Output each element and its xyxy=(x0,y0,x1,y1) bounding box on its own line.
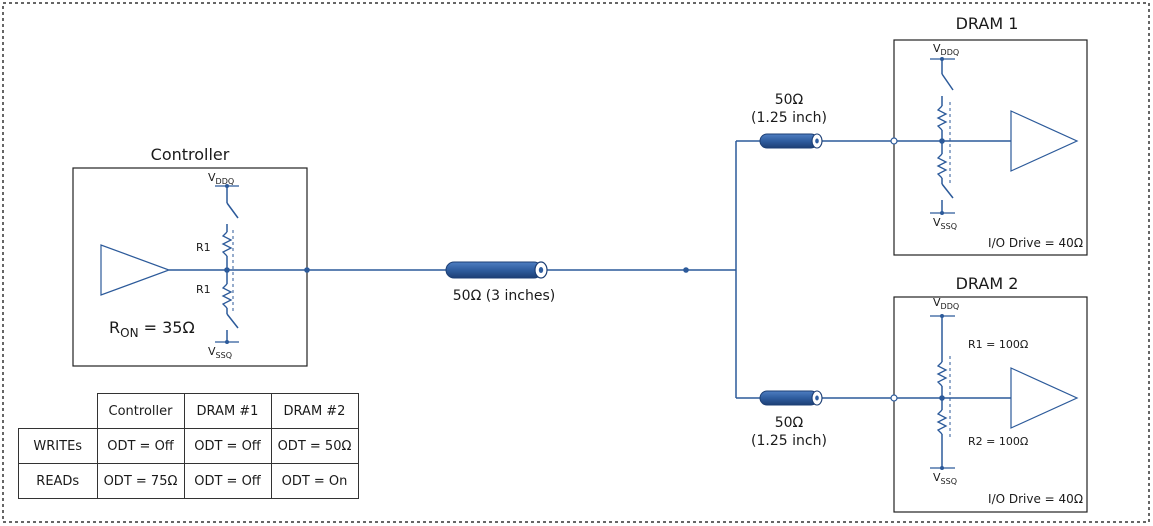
top-line-length: (1.25 inch) xyxy=(751,110,827,126)
row-label: READs xyxy=(18,463,98,499)
odt-settings-table: Controller DRAM #1 DRAM #2 WRITEs ODT = … xyxy=(18,393,359,499)
table-row: READs ODT = 75Ω ODT = Off ODT = On xyxy=(18,463,359,499)
dram2-vddq-label: VDDQ xyxy=(933,296,959,311)
controller-r1-top-label: R1 xyxy=(196,241,211,254)
column-header: DRAM #1 xyxy=(183,393,272,429)
controller-r1-bottom-label: R1 xyxy=(196,283,211,296)
controller-r1-bottom-resistor xyxy=(221,283,233,309)
dram1-block: DRAM 1 VDDQ VSSQ I/O Drive = 40Ω xyxy=(890,14,1088,256)
branch-node xyxy=(683,267,689,273)
dram2-receiver-icon xyxy=(1010,367,1079,429)
dram1-title: DRAM 1 xyxy=(956,14,1019,33)
controller-vddq-label: VDDQ xyxy=(208,171,234,186)
dram1-vddq-label: VDDQ xyxy=(933,42,959,57)
column-header: DRAM #2 xyxy=(270,393,359,429)
dram1-box xyxy=(893,39,1088,256)
bottom-transmission-line xyxy=(759,390,823,406)
main-transmission-line xyxy=(445,261,548,279)
table-cell: ODT = Off xyxy=(96,428,185,464)
controller-r1-top-resistor xyxy=(221,231,233,257)
dram2-vssq-label: VSSQ xyxy=(933,471,957,486)
dram2-box xyxy=(893,296,1088,513)
dram2-block: DRAM 2 VDDQ R1 = 100Ω R2 = 100Ω VSSQ I/O… xyxy=(890,274,1088,513)
dram1-io-drive: I/O Drive = 40Ω xyxy=(988,236,1083,250)
bottom-line-length: (1.25 inch) xyxy=(751,433,827,449)
table-cell: ODT = Off xyxy=(183,428,272,464)
top-transmission-line xyxy=(759,133,823,149)
dram1-receiver-icon xyxy=(1010,110,1079,172)
controller-block: Controller VDDQ VSSQ R1 R1 RON = 35Ω xyxy=(72,145,540,367)
table-cell: ODT = On xyxy=(270,463,359,499)
dram2-r2-label: R2 = 100Ω xyxy=(968,435,1028,448)
table-cell: ODT = 50Ω xyxy=(270,428,359,464)
controller-vssq-label: VSSQ xyxy=(208,345,232,360)
bottom-line-impedance: 50Ω xyxy=(775,415,804,431)
dram2-r1-label: R1 = 100Ω xyxy=(968,338,1028,351)
table-header-row: Controller DRAM #1 DRAM #2 xyxy=(19,393,359,429)
controller-pin-node xyxy=(304,267,310,273)
dram1-pin xyxy=(890,137,898,145)
controller-driver-icon xyxy=(100,244,171,296)
controller-box xyxy=(72,167,308,367)
row-label: WRITEs xyxy=(18,428,98,464)
dram2-io-drive: I/O Drive = 40Ω xyxy=(988,492,1083,506)
controller-switch-top-icon xyxy=(226,202,239,219)
dram2-title: DRAM 2 xyxy=(956,274,1019,293)
main-line-label: 50Ω (3 inches) xyxy=(453,288,555,304)
controller-title: Controller xyxy=(151,145,230,164)
controller-ron-label: RON = 35Ω xyxy=(109,318,195,340)
table-row: WRITEs ODT = Off ODT = Off ODT = 50Ω xyxy=(18,428,359,464)
table-cell: ODT = 75Ω xyxy=(96,463,185,499)
dram1-vssq-label: VSSQ xyxy=(933,216,957,231)
table-cell: ODT = Off xyxy=(183,463,272,499)
column-header: Controller xyxy=(96,393,185,429)
top-line-impedance: 50Ω xyxy=(775,92,804,108)
dram2-pin xyxy=(890,394,898,402)
controller-switch-bottom-icon xyxy=(226,313,239,329)
